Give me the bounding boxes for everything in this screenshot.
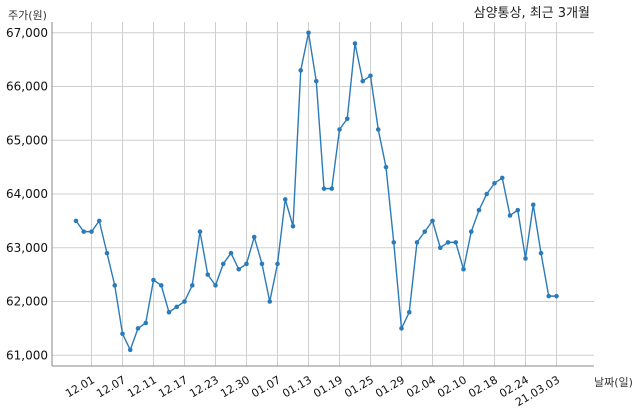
data-point <box>492 180 497 186</box>
data-point <box>127 347 133 353</box>
x-tick-label: 01.07 <box>249 373 283 400</box>
x-tick-label: 02.18 <box>466 373 500 400</box>
y-tick-label: 63,000 <box>6 241 48 255</box>
data-point <box>236 266 242 272</box>
data-point <box>120 331 125 337</box>
data-point <box>244 261 249 267</box>
data-point <box>445 240 451 245</box>
data-point <box>166 309 172 315</box>
data-point <box>523 256 528 261</box>
data-point <box>329 186 335 191</box>
data-point <box>399 326 404 331</box>
data-point <box>321 186 327 191</box>
data-point <box>368 73 373 79</box>
data-point <box>143 320 149 326</box>
data-point <box>515 207 521 213</box>
data-point <box>275 261 280 267</box>
data-point <box>73 218 79 224</box>
data-point <box>298 68 304 73</box>
data-point <box>290 223 296 229</box>
y-axis-label: 주가(원) <box>8 9 47 22</box>
x-tick-label: 01.29 <box>373 373 407 400</box>
data-point <box>391 240 397 245</box>
x-tick-label: 01.25 <box>342 373 376 400</box>
data-point <box>344 116 350 122</box>
x-tick-label: 02.04 <box>404 373 438 400</box>
data-point <box>112 283 118 288</box>
data-point <box>251 234 257 240</box>
data-point <box>174 304 180 310</box>
data-point <box>499 175 505 181</box>
data-point <box>352 41 358 46</box>
data-point <box>213 283 218 288</box>
data-point <box>182 299 187 304</box>
data-point <box>461 266 466 272</box>
y-tick-label: 67,000 <box>6 26 48 40</box>
x-tick-label: 02.10 <box>435 373 469 400</box>
data-point <box>375 127 381 132</box>
data-point <box>151 277 156 283</box>
data-point <box>406 309 412 315</box>
grid <box>52 22 594 366</box>
data-point <box>484 191 490 197</box>
data-point <box>430 218 435 224</box>
price-points <box>73 30 559 353</box>
y-axis-ticks: 61,000 62,000 63,000 64,000 65,000 66,000 67,0… <box>6 26 48 363</box>
x-axis-label: 날짜(일) <box>594 375 633 389</box>
data-point <box>89 229 94 234</box>
data-point <box>360 78 366 84</box>
x-tick-label: 01.13 <box>280 373 314 400</box>
data-point <box>306 30 311 36</box>
data-point <box>422 229 428 234</box>
data-point <box>228 250 234 256</box>
data-point <box>96 218 102 224</box>
x-axis-ticks: 12.0112.0712.1112.1712.2312.3001.0701.13… <box>63 373 562 409</box>
data-point <box>453 240 459 245</box>
x-tick-label: 12.01 <box>63 373 97 400</box>
chart-title: 삼양통상, 최근 3개월 <box>474 6 590 21</box>
y-tick-label: 62,000 <box>6 295 48 309</box>
data-point <box>476 207 482 213</box>
y-tick-label: 61,000 <box>6 348 48 362</box>
data-point <box>135 326 141 331</box>
data-point <box>507 213 513 218</box>
data-point <box>313 78 319 84</box>
y-tick-label: 66,000 <box>6 80 48 94</box>
data-point <box>538 250 544 256</box>
y-tick-label: 65,000 <box>6 133 48 147</box>
x-tick-label: 12.11 <box>125 373 159 400</box>
data-point <box>259 261 265 267</box>
data-point <box>158 283 164 288</box>
data-point <box>414 240 420 245</box>
data-point <box>383 164 389 170</box>
axes <box>51 22 594 367</box>
data-point <box>81 229 87 234</box>
data-point <box>197 229 203 234</box>
x-tick-label: 01.19 <box>311 373 345 400</box>
x-tick-label: 12.30 <box>218 373 252 400</box>
data-point <box>267 299 273 304</box>
data-point <box>189 283 195 288</box>
data-point <box>104 250 110 256</box>
x-tick-label: 12.07 <box>94 373 128 400</box>
data-point <box>205 272 211 277</box>
y-tick-label: 64,000 <box>6 187 48 201</box>
data-point <box>530 202 536 208</box>
data-point <box>437 245 443 251</box>
x-tick-label: 12.17 <box>156 373 190 400</box>
data-point <box>468 229 474 234</box>
data-point <box>546 293 552 299</box>
data-point <box>337 127 342 132</box>
data-point <box>220 261 226 267</box>
data-point <box>282 197 288 202</box>
data-point <box>554 293 559 299</box>
x-tick-label: 12.23 <box>187 373 221 400</box>
